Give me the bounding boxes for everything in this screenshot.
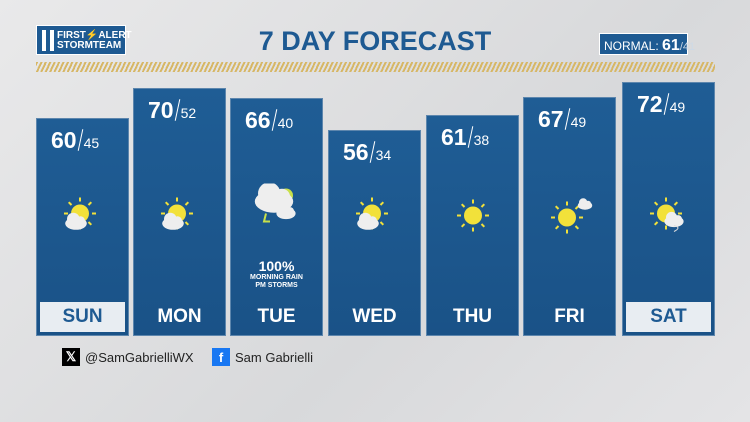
normal-label: NORMAL:	[604, 39, 659, 53]
x-social: 𝕏 @SamGabrielliWX	[62, 347, 194, 367]
x-handle: @SamGabrielliWX	[85, 349, 194, 365]
normal-high: 61	[662, 37, 680, 54]
temps: 66 40	[245, 107, 293, 134]
sun-wind-icon	[649, 197, 684, 232]
high-temp: 61	[441, 124, 467, 150]
day-column-sat: 72 49 SAT	[622, 82, 715, 336]
low-temp: 38	[473, 132, 490, 148]
stormteam-logo: FIRST⚡ALERT STORMTEAM	[36, 25, 132, 55]
day-label: TUE	[257, 306, 296, 327]
low-temp: 52	[180, 105, 197, 121]
high-temp: 70	[148, 97, 174, 123]
precip-info: 100% MORNING RAIN PM STORMS	[231, 258, 322, 290]
forecast-desc: MORNING RAIN	[250, 274, 303, 281]
temps: 56 34	[343, 139, 391, 166]
facebook-icon: f	[212, 348, 230, 366]
facebook-name: Sam Gabrielli	[235, 349, 314, 365]
partly-cloudy-sun-icon	[160, 197, 193, 230]
thunderstorm-icon	[254, 183, 296, 223]
day-column-thu: 61 38 THU	[426, 115, 519, 336]
partly-cloudy-sun-icon	[63, 197, 96, 230]
high-temp: 60	[51, 127, 77, 153]
temps: 72 49	[637, 91, 685, 118]
forecast-desc: PM STORMS	[255, 282, 298, 289]
day-column-sun: 60 45 SUN	[36, 118, 129, 336]
x-icon: 𝕏	[62, 348, 80, 366]
temps: 70 52	[148, 97, 196, 124]
mostly-sunny-icon	[550, 198, 592, 234]
day-column-fri: 67 49 FRI	[523, 97, 616, 336]
high-temp: 66	[245, 107, 271, 133]
low-temp: 49	[669, 99, 686, 115]
day-label: SAT	[626, 302, 711, 332]
day-column-wed: 56 34 WED	[328, 130, 421, 336]
day-label: WED	[352, 306, 397, 327]
high-temp: 72	[637, 91, 663, 117]
low-temp: 45	[83, 135, 100, 151]
day-label: SUN	[40, 302, 125, 332]
day-column-mon: 70 52 MON	[133, 88, 226, 336]
high-temp: 56	[343, 139, 369, 165]
precip-chance: 100%	[258, 258, 295, 274]
normal-temps: NORMAL: 61/41	[599, 33, 695, 55]
normal-low: 41	[682, 41, 696, 53]
low-temp: 40	[277, 115, 294, 131]
facebook-social: f Sam Gabrielli	[212, 347, 313, 367]
sun-icon	[456, 199, 489, 232]
day-label: THU	[452, 306, 493, 327]
low-temp: 34	[375, 147, 392, 163]
logo-text: STORMTEAM	[57, 40, 122, 51]
temps: 67 49	[538, 106, 586, 133]
page-title: 7 DAY FORECAST	[258, 26, 492, 56]
day-label: MON	[157, 306, 202, 327]
logo-text: FIRST⚡ALERT	[57, 30, 132, 41]
high-temp: 67	[538, 106, 564, 132]
temps: 61 38	[441, 124, 489, 151]
divider-stripe	[36, 62, 715, 72]
day-label: FRI	[554, 306, 585, 327]
temps: 60 45	[51, 127, 99, 154]
partly-cloudy-sun-icon	[355, 197, 388, 230]
day-column-tue: 66 40 100% MORNING RAIN PM STORMS TUE	[230, 98, 323, 336]
low-temp: 49	[570, 114, 587, 130]
